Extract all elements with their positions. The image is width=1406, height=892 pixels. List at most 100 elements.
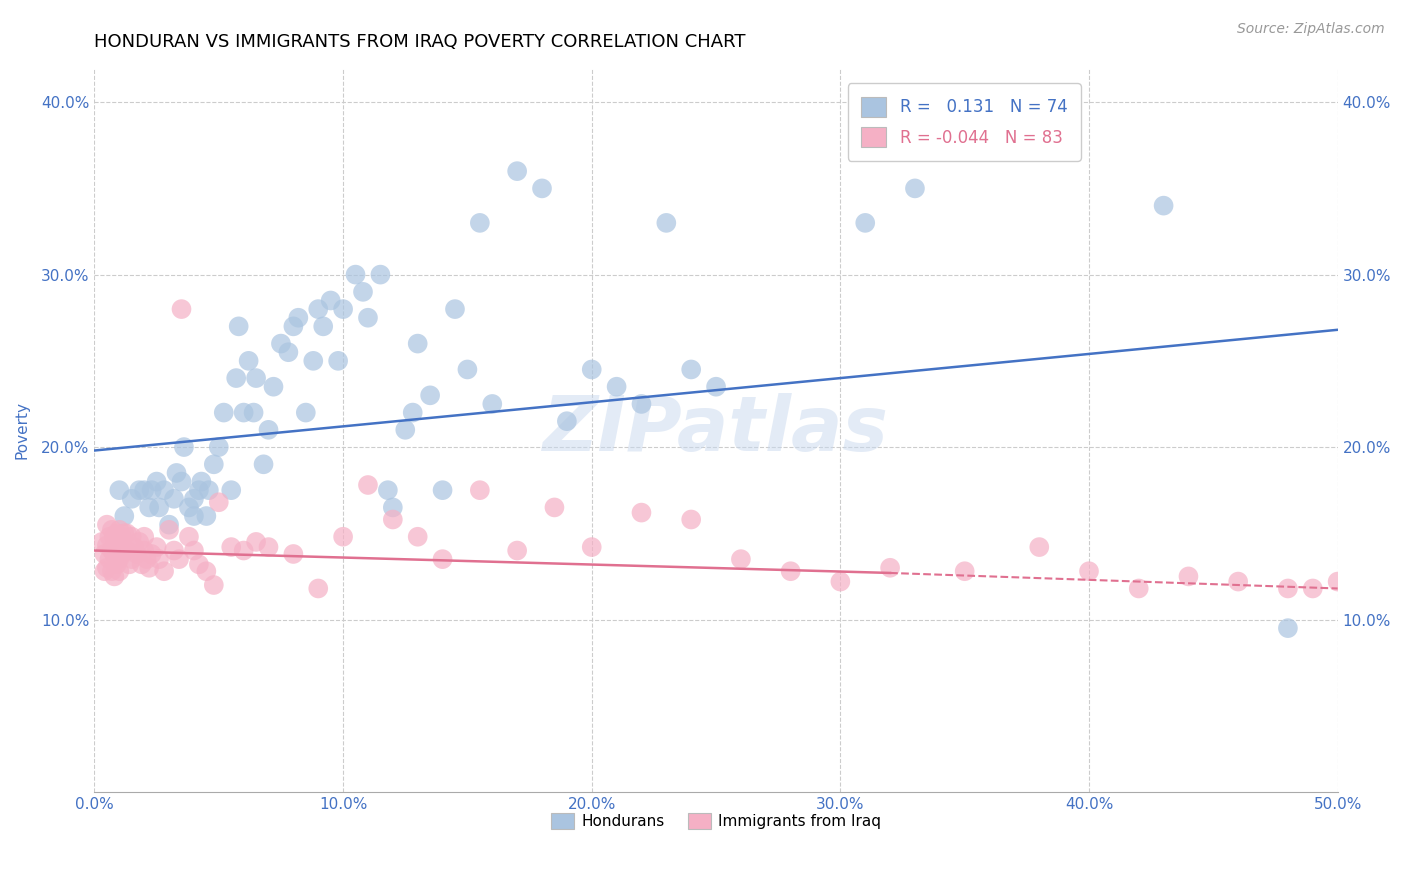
Point xyxy=(153,483,176,498)
Point xyxy=(1277,582,1299,596)
Point xyxy=(779,564,801,578)
Point xyxy=(481,397,503,411)
Point xyxy=(352,285,374,299)
Point xyxy=(543,500,565,515)
Legend: Hondurans, Immigrants from Iraq: Hondurans, Immigrants from Iraq xyxy=(544,806,887,835)
Point xyxy=(163,543,186,558)
Point xyxy=(134,543,156,558)
Point xyxy=(370,268,392,282)
Text: HONDURAN VS IMMIGRANTS FROM IRAQ POVERTY CORRELATION CHART: HONDURAN VS IMMIGRANTS FROM IRAQ POVERTY… xyxy=(94,33,747,51)
Point xyxy=(381,512,404,526)
Point xyxy=(277,345,299,359)
Point xyxy=(145,540,167,554)
Point xyxy=(170,475,193,489)
Point xyxy=(232,543,254,558)
Point xyxy=(344,268,367,282)
Point xyxy=(1028,540,1050,554)
Point xyxy=(105,543,128,558)
Point xyxy=(270,336,292,351)
Point xyxy=(357,478,380,492)
Point xyxy=(108,483,131,498)
Point xyxy=(108,552,131,566)
Point xyxy=(681,362,703,376)
Point xyxy=(879,561,901,575)
Point xyxy=(118,558,141,572)
Point xyxy=(357,310,380,325)
Point xyxy=(208,495,231,509)
Point xyxy=(96,517,118,532)
Point xyxy=(103,530,125,544)
Point xyxy=(105,558,128,572)
Point xyxy=(157,517,180,532)
Point xyxy=(381,500,404,515)
Point xyxy=(444,302,467,317)
Point xyxy=(122,540,145,554)
Point xyxy=(506,164,529,178)
Point xyxy=(245,371,267,385)
Point xyxy=(101,543,124,558)
Point xyxy=(183,509,205,524)
Point xyxy=(904,181,927,195)
Point xyxy=(326,354,349,368)
Point xyxy=(1277,621,1299,635)
Point xyxy=(163,491,186,506)
Point xyxy=(90,535,112,549)
Point xyxy=(198,483,221,498)
Point xyxy=(134,530,156,544)
Point xyxy=(108,564,131,578)
Point xyxy=(183,491,205,506)
Point xyxy=(319,293,342,308)
Point xyxy=(108,523,131,537)
Point xyxy=(167,552,190,566)
Point xyxy=(332,302,354,317)
Point xyxy=(166,466,188,480)
Point xyxy=(96,538,118,552)
Point xyxy=(406,530,429,544)
Point xyxy=(105,526,128,541)
Point xyxy=(730,552,752,566)
Point xyxy=(202,458,225,472)
Point xyxy=(173,440,195,454)
Point xyxy=(128,483,150,498)
Point xyxy=(655,216,678,230)
Point xyxy=(135,552,157,566)
Point xyxy=(1128,582,1150,596)
Point xyxy=(402,406,425,420)
Point xyxy=(121,491,143,506)
Point xyxy=(307,302,329,317)
Point xyxy=(245,535,267,549)
Point xyxy=(112,526,135,541)
Point xyxy=(115,543,138,558)
Y-axis label: Poverty: Poverty xyxy=(15,401,30,458)
Point xyxy=(138,561,160,575)
Point xyxy=(103,547,125,561)
Point xyxy=(148,500,170,515)
Point xyxy=(530,181,553,195)
Point xyxy=(177,500,200,515)
Point xyxy=(101,523,124,537)
Point xyxy=(1177,569,1199,583)
Point xyxy=(148,552,170,566)
Point xyxy=(212,406,235,420)
Point xyxy=(112,543,135,558)
Point xyxy=(295,406,318,420)
Point xyxy=(377,483,399,498)
Point xyxy=(112,509,135,524)
Point xyxy=(394,423,416,437)
Point xyxy=(98,552,121,566)
Point xyxy=(187,483,209,498)
Point xyxy=(96,561,118,575)
Point xyxy=(170,302,193,317)
Point xyxy=(111,530,134,544)
Point xyxy=(101,564,124,578)
Point xyxy=(93,564,115,578)
Point xyxy=(630,397,652,411)
Point xyxy=(406,336,429,351)
Point xyxy=(1153,199,1175,213)
Point xyxy=(187,558,209,572)
Point xyxy=(252,458,274,472)
Point xyxy=(307,582,329,596)
Point xyxy=(103,569,125,583)
Point xyxy=(1326,574,1348,589)
Point xyxy=(225,371,247,385)
